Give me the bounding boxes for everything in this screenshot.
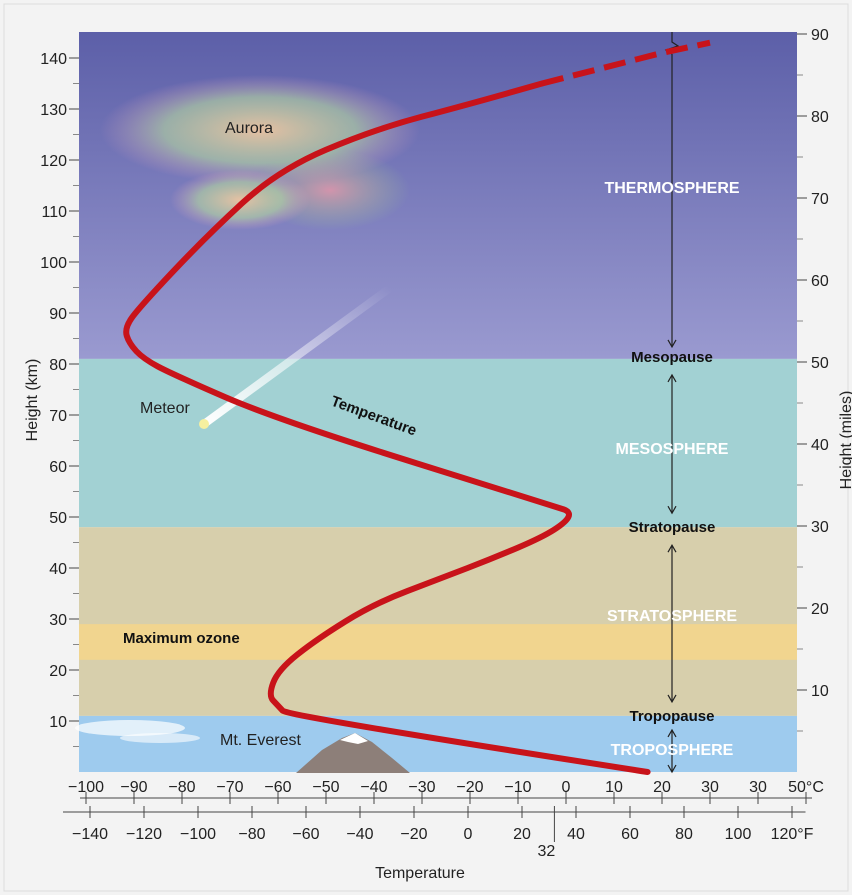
x-tick-label-c: −20 [456, 779, 483, 796]
y-axis-title-right: Height (miles) [838, 391, 852, 490]
max-ozone-label: Maximum ozone [123, 630, 240, 647]
layer-stratosphere: STRATOSPHERE [607, 608, 737, 625]
y-tick-label-km: 30 [49, 612, 67, 629]
x-tick-label-f: −80 [238, 826, 265, 843]
y-tick-label-km: 70 [49, 408, 67, 425]
x-tick-label-f: 40 [567, 826, 585, 843]
y-tick-label-miles: 60 [811, 273, 829, 290]
aurora-label: Aurora [225, 120, 273, 137]
stratopause-label: Stratopause [629, 519, 716, 536]
y-tick-label-km: 60 [49, 459, 67, 476]
y-tick-label-km: 40 [49, 561, 67, 578]
y-tick-label-km: 120 [40, 153, 67, 170]
x-tick-label-f: 20 [513, 826, 531, 843]
y-tick-label-km: 50 [49, 510, 67, 527]
y-tick-label-miles: 80 [811, 109, 829, 126]
layer-troposphere: TROPOSPHERE [611, 742, 734, 759]
arrow-head-up-3 [667, 728, 677, 738]
x-tick-label-f: 0 [464, 826, 473, 843]
y-tick-label-miles: 90 [811, 27, 829, 44]
y-tick-label-miles: 10 [811, 683, 829, 700]
layer-arrows [664, 32, 680, 774]
ozone-band [79, 624, 797, 660]
y-tick-label-km: 10 [49, 714, 67, 731]
left-axis-km: 10 20 30 40 50 60 70 80 90 100 110 120 130 140 [40, 51, 79, 747]
x-tick-label-c: 30 [701, 779, 719, 796]
x-tick-label-c: −90 [120, 779, 147, 796]
y-tick-label-km: 90 [49, 306, 67, 323]
x-tick-label-c: 0 [562, 779, 571, 796]
y-tick-label-miles: 30 [811, 519, 829, 536]
x-tick-label-c: −70 [216, 779, 243, 796]
y-tick-label-miles: 50 [811, 355, 829, 372]
x-tick-label-c: −80 [168, 779, 195, 796]
x-tick-label-c: −10 [504, 779, 531, 796]
temperature-line [123, 80, 651, 775]
x-tick-label-c: 10 [605, 779, 623, 796]
x-tick-label-f-32: 32 [538, 843, 556, 860]
x-tick-label-f: 60 [621, 826, 639, 843]
x-tick-label-f: 100 [725, 826, 752, 843]
mesopause-label: Mesopause [631, 349, 713, 366]
x-tick-label-c: −30 [408, 779, 435, 796]
y-axis-title-left: Height (km) [24, 359, 41, 442]
y-tick-label-km: 110 [41, 204, 67, 221]
arrow-head-down-1 [667, 505, 677, 515]
meteor-label: Meteor [140, 400, 190, 417]
y-tick-label-km: 140 [40, 51, 67, 68]
x-tick-label-f: 80 [675, 826, 693, 843]
x-tick-label-f: −120 [126, 826, 162, 843]
everest-label: Mt. Everest [220, 732, 301, 749]
tropopause-label: Tropopause [629, 708, 714, 725]
layer-thermosphere: THERMOSPHERE [604, 180, 739, 197]
temperature-line-extrapolated [541, 39, 711, 87]
x-tick-label-c: −40 [360, 779, 387, 796]
temperature-curve [123, 39, 711, 775]
bottom-axis-celsius: −100 −90 −80 −70 −60 −50 −40 −30 −20 −10 0 10 20 30 30… [68, 779, 824, 804]
arrow-head-up-2 [667, 543, 677, 553]
x-tick-label-c: −100 [68, 779, 104, 796]
y-tick-label-km: 80 [49, 357, 67, 374]
y-tick-label-miles: 20 [811, 601, 829, 618]
y-tick-label-km: 130 [40, 102, 67, 119]
arrow-head-down-0 [667, 339, 677, 349]
x-tick-label-f: 120°F [771, 826, 814, 843]
x-tick-label-c: 50°C [788, 779, 824, 796]
right-axis-miles: 10 20 30 40 50 60 70 80 90 [797, 27, 829, 732]
arrow-head-up-1 [667, 373, 677, 383]
cloud-wisps [75, 720, 200, 743]
x-tick-label-f: −100 [180, 826, 216, 843]
layer-band-troposphere [79, 715, 797, 772]
x-tick-label-f: −40 [346, 826, 373, 843]
arrow-head-down-2 [667, 694, 677, 704]
x-tick-label-f: −20 [400, 826, 427, 843]
y-tick-label-km: 100 [40, 255, 67, 272]
bottom-axis-fahrenheit: −140 −120 −100 −80 −60 −40 −20 0 20 40 60 80 100 120°… [63, 806, 814, 860]
layer-band-stratosphere [79, 527, 797, 716]
mount-everest [296, 733, 410, 773]
y-tick-label-miles: 40 [811, 437, 829, 454]
x-tick-label-c: −60 [264, 779, 291, 796]
x-tick-label-c: −50 [312, 779, 339, 796]
x-tick-label-c: 20 [653, 779, 671, 796]
y-tick-label-miles: 70 [811, 191, 829, 208]
y-tick-label-km: 20 [49, 663, 67, 680]
arrow-head-down-3 [667, 764, 677, 774]
x-tick-label-f: −60 [292, 826, 319, 843]
x-axis-title: Temperature [375, 865, 465, 882]
x-tick-label-f: −140 [72, 826, 108, 843]
x-tick-label-c: 30 [749, 779, 767, 796]
layer-mesosphere: MESOSPHERE [616, 441, 729, 458]
